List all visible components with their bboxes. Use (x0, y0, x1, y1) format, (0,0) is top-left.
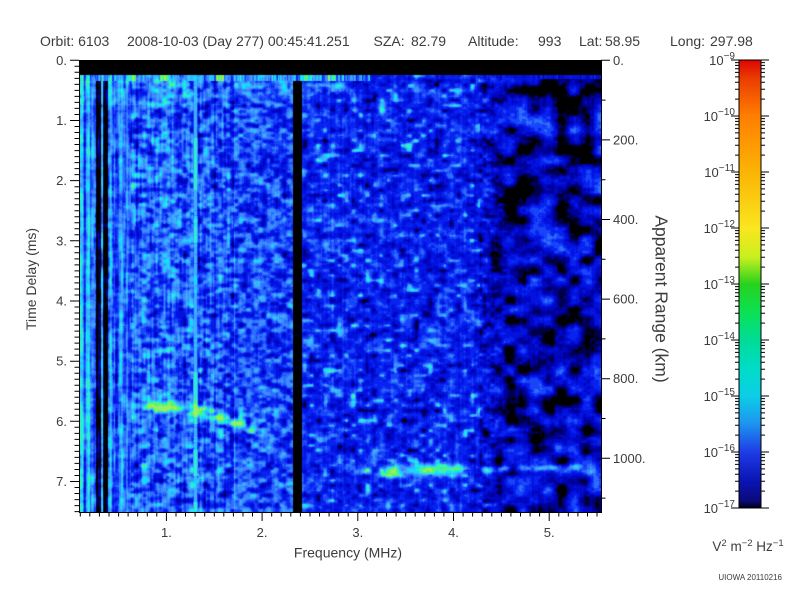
svg-text:5.: 5. (56, 354, 67, 369)
svg-text:10−9: 10−9 (709, 51, 735, 68)
svg-text:600.: 600. (613, 292, 638, 307)
svg-text:UIOWA 20110216: UIOWA 20110216 (718, 573, 782, 582)
svg-text:10−13: 10−13 (704, 275, 736, 292)
svg-text:Time Delay (ms): Time Delay (ms) (23, 228, 39, 330)
svg-text:3.: 3. (352, 525, 363, 540)
svg-text:200.: 200. (613, 132, 638, 147)
svg-text:0.: 0. (613, 53, 624, 68)
svg-text:Frequency (MHz): Frequency (MHz) (294, 545, 402, 561)
svg-text:V2 m−2 Hz−1: V2 m−2 Hz−1 (712, 538, 783, 554)
svg-text:4.: 4. (56, 293, 67, 308)
svg-text:1.: 1. (161, 525, 172, 540)
svg-text:3.: 3. (56, 233, 67, 248)
svg-text:10−14: 10−14 (704, 331, 736, 348)
svg-text:10−12: 10−12 (704, 219, 736, 236)
svg-text:1.: 1. (56, 113, 67, 128)
svg-text:10−16: 10−16 (704, 443, 736, 460)
svg-text:800.: 800. (613, 371, 638, 386)
svg-text:400.: 400. (613, 212, 638, 227)
svg-text:10−17: 10−17 (704, 499, 736, 516)
svg-text:1000.: 1000. (613, 451, 646, 466)
svg-text:4.: 4. (448, 525, 459, 540)
svg-text:6.: 6. (56, 414, 67, 429)
svg-text:5.: 5. (544, 525, 555, 540)
svg-text:7.: 7. (56, 474, 67, 489)
svg-text:0.: 0. (56, 53, 67, 68)
svg-text:2.: 2. (257, 525, 268, 540)
svg-text:Apparent Range (km): Apparent Range (km) (652, 215, 672, 382)
svg-text:10−11: 10−11 (704, 163, 735, 180)
svg-text:10−15: 10−15 (704, 387, 736, 404)
svg-text:2.: 2. (56, 173, 67, 188)
svg-text:10−10: 10−10 (704, 107, 736, 124)
